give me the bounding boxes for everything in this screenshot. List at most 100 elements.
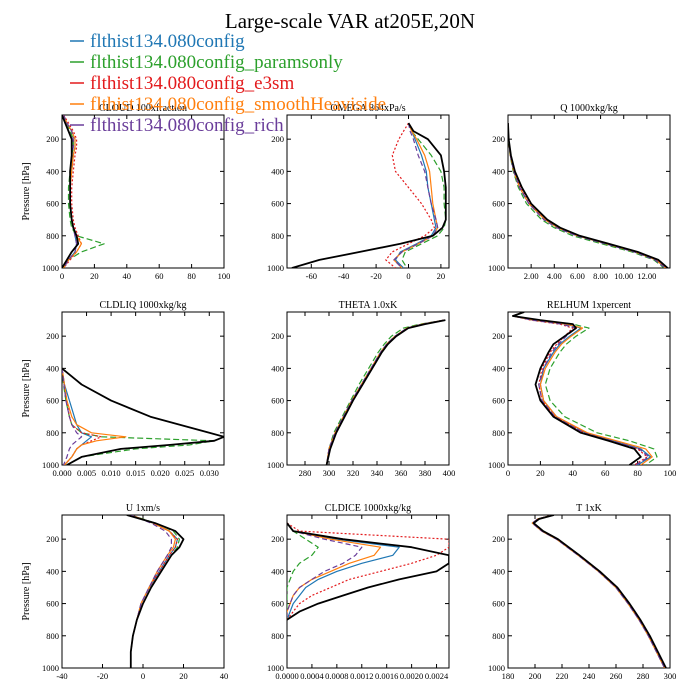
panel-title: OMEGA 864xPa/s (330, 103, 405, 114)
series-line-5 (291, 122, 447, 268)
panel-frame (286, 514, 450, 669)
panel-title: U 1xm/s (126, 503, 160, 514)
y-tick-label: 200 (46, 331, 59, 341)
series-line-1 (508, 123, 665, 268)
y-tick-label: 1000 (488, 460, 505, 470)
y-tick-label: 1000 (42, 263, 59, 273)
panel-4: THETA 1.0xK 200 400 600 800 1000 280 300 320 340 3… (267, 300, 455, 478)
y-tick-label: 200 (46, 134, 59, 144)
legend-item: flthist134.080config (70, 31, 245, 52)
series-line-4 (512, 312, 650, 465)
series-line-4 (130, 515, 172, 668)
x-tick-label: 40 (220, 671, 229, 681)
legend-item: flthist134.080config_e3sm (70, 73, 294, 94)
y-tick-label: 200 (492, 534, 505, 544)
series-line-5 (287, 522, 449, 621)
x-tick-label: 8.00 (593, 271, 608, 281)
y-tick-label: 600 (46, 396, 59, 406)
y-tick-label: 1000 (42, 663, 59, 673)
series-line-3 (130, 515, 176, 668)
series-line-1 (130, 515, 180, 668)
y-tick-label: 600 (271, 396, 284, 406)
series-line-3 (326, 319, 445, 465)
panel-title: THETA 1.0xK (339, 300, 398, 311)
y-tick-label: 400 (46, 166, 59, 176)
x-tick-label: 80 (633, 468, 642, 478)
y-tick-label: 1000 (267, 263, 284, 273)
x-tick-label: -40 (338, 271, 349, 281)
legend-item: flthist134.080config_paramsonly (70, 52, 343, 73)
x-tick-label: 0.0020 (400, 671, 423, 681)
y-tick-label: 600 (271, 599, 284, 609)
legend-label: flthist134.080config (90, 31, 245, 52)
x-tick-label: 12.00 (637, 271, 656, 281)
x-tick-label: 0.0016 (375, 671, 398, 681)
legend-label: flthist134.080config_paramsonly (90, 52, 343, 73)
x-tick-label: 0.000 (52, 468, 71, 478)
legend-item: flthist134.080config_rich (70, 115, 284, 136)
x-tick-label: -40 (56, 671, 67, 681)
y-tick-label: 800 (46, 231, 59, 241)
y-tick-label: 1000 (267, 663, 284, 673)
panel-title: Q 1000xkg/kg (560, 103, 618, 114)
y-tick-label: 400 (46, 363, 59, 373)
y-tick-label: 600 (46, 199, 59, 209)
x-tick-label: 380 (419, 468, 432, 478)
x-tick-label: 240 (583, 671, 596, 681)
x-tick-label: 0 (141, 671, 145, 681)
series-line-0 (287, 522, 400, 620)
x-tick-label: 400 (443, 468, 456, 478)
series-line-2 (130, 515, 178, 668)
panel-title: CLDICE 1000xkg/kg (325, 503, 411, 514)
panel-frame (61, 514, 225, 669)
x-tick-label: 340 (371, 468, 384, 478)
x-tick-label: 0.025 (175, 468, 194, 478)
series-line-3 (287, 522, 382, 620)
x-tick-label: 0.0012 (350, 671, 373, 681)
panel-title: T 1xK (576, 503, 602, 514)
panel-frame (286, 114, 450, 269)
x-tick-label: 0 (60, 271, 64, 281)
y-tick-label: 1000 (488, 663, 505, 673)
x-tick-label: 0.010 (102, 468, 121, 478)
x-tick-label: 0.020 (151, 468, 170, 478)
y-tick-label: 200 (271, 534, 284, 544)
x-tick-label: 220 (556, 671, 569, 681)
series-line-5 (508, 123, 669, 268)
x-tick-label: 20 (90, 271, 99, 281)
series-line-3 (508, 123, 666, 268)
y-tick-label: 400 (271, 363, 284, 373)
series-line-1 (401, 122, 447, 268)
series-line-4 (531, 515, 666, 668)
series-line-2 (63, 115, 83, 268)
series-line-0 (508, 123, 666, 268)
y-tick-label: 200 (492, 331, 505, 341)
panel-3: CLDLIQ 1000xkg/kg Pressure [hPa] 200 400 600… (21, 300, 225, 478)
y-axis-label: Pressure [hPa] (21, 359, 32, 417)
x-tick-label: 0.0000 (275, 671, 298, 681)
series-line-5 (532, 515, 667, 668)
x-tick-label: 100 (218, 271, 231, 281)
x-tick-label: 60 (601, 468, 610, 478)
x-tick-label: 20 (437, 271, 446, 281)
x-tick-label: -20 (370, 271, 381, 281)
x-tick-label: 0.030 (200, 468, 219, 478)
y-tick-label: 600 (492, 599, 505, 609)
y-tick-label: 800 (492, 428, 505, 438)
y-tick-label: 400 (492, 166, 505, 176)
x-tick-label: 0.015 (126, 468, 145, 478)
series-line-0 (130, 515, 178, 668)
legend: flthist134.080configflthist134.080config… (70, 31, 386, 136)
panel-frame (286, 311, 450, 466)
series-line-5 (126, 515, 185, 668)
y-tick-label: 800 (271, 631, 284, 641)
x-tick-label: -60 (306, 271, 317, 281)
y-tick-label: 800 (46, 428, 59, 438)
y-tick-label: 400 (492, 363, 505, 373)
series-line-1 (62, 368, 215, 465)
series-line-5 (62, 367, 224, 465)
